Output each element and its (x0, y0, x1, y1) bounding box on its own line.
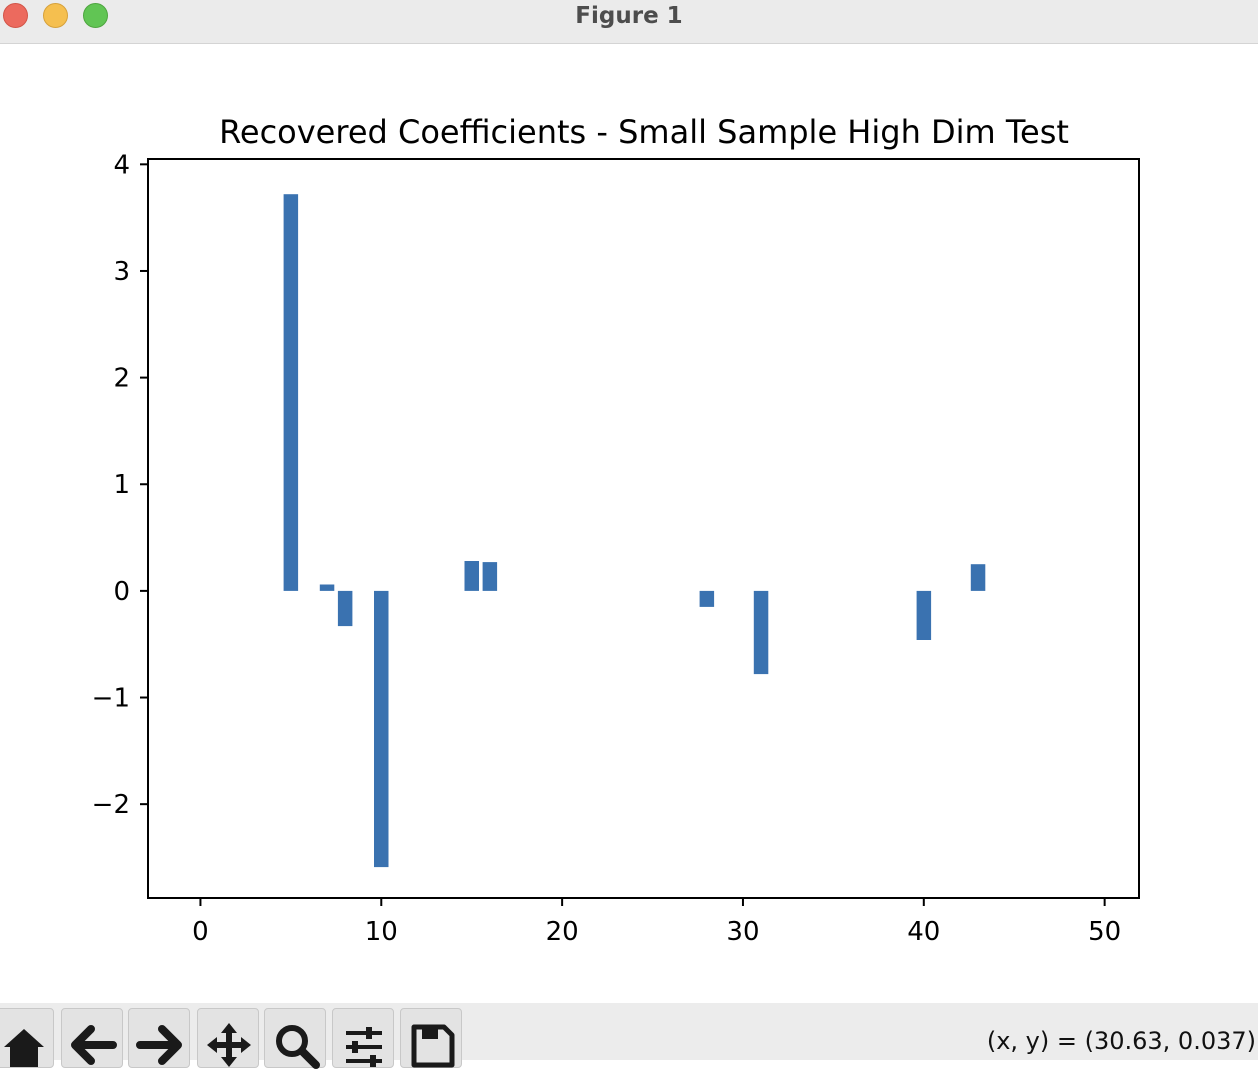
bar-31 (753, 590, 769, 675)
cursor-coordinates: (x, y) = (30.63, 0.037) (986, 1027, 1256, 1055)
zoom-window-button[interactable] (83, 3, 108, 28)
home-button[interactable] (0, 1008, 54, 1068)
pan-button[interactable] (197, 1008, 259, 1068)
y-axis-ticks: −2 −1 0 1 2 3 4 (92, 150, 148, 820)
bar-16 (482, 562, 498, 591)
y-tick-label: 3 (113, 257, 130, 287)
y-tick-label: 4 (113, 150, 130, 180)
back-button[interactable] (61, 1008, 123, 1068)
bar-7 (319, 584, 335, 591)
sliders-icon (346, 1027, 382, 1067)
x-tick-label: 0 (192, 917, 209, 947)
bar-5 (283, 194, 299, 591)
window-title: Figure 1 (575, 3, 683, 29)
move-icon (207, 1023, 251, 1067)
x-axis-ticks: 0 10 20 30 40 50 (192, 898, 1121, 947)
bar-40 (916, 590, 932, 640)
configure-subplots-button[interactable] (332, 1008, 394, 1068)
window-titlebar: Figure 1 (0, 0, 1258, 44)
figure-canvas[interactable]: Recovered Coefficients - Small Sample Hi… (0, 45, 1258, 1003)
save-button[interactable] (400, 1008, 462, 1068)
chart-title: Recovered Coefficients - Small Sample Hi… (219, 113, 1069, 151)
home-icon (4, 1029, 44, 1067)
y-tick-label: 2 (113, 364, 130, 394)
bar-43 (970, 564, 986, 591)
zoom-button[interactable] (264, 1008, 326, 1069)
x-tick-label: 50 (1088, 917, 1121, 947)
bar-15 (464, 561, 479, 591)
x-tick-label: 20 (546, 917, 579, 947)
bar-8 (337, 590, 353, 627)
navigation-toolbar: (x, y) = (30.63, 0.037) (0, 1003, 1258, 1069)
x-tick-label: 40 (907, 917, 940, 947)
y-tick-label: 0 (113, 577, 130, 607)
bars-group (283, 194, 986, 868)
x-tick-label: 10 (365, 917, 398, 947)
arrow-left-icon (71, 1025, 117, 1065)
y-tick-label: −1 (92, 684, 130, 714)
bar-28 (699, 590, 715, 607)
y-tick-label: −2 (92, 790, 130, 820)
forward-button[interactable] (128, 1008, 190, 1068)
minimize-window-button[interactable] (43, 3, 68, 28)
arrow-right-icon (136, 1025, 182, 1065)
bar-10 (374, 590, 389, 868)
x-tick-label: 30 (726, 917, 759, 947)
bar-chart: Recovered Coefficients - Small Sample Hi… (92, 113, 1140, 947)
axes-frame (147, 158, 1140, 899)
save-icon (411, 1024, 455, 1068)
y-tick-label: 1 (113, 470, 130, 500)
close-window-button[interactable] (3, 3, 28, 28)
magnifier-icon (276, 1025, 320, 1069)
